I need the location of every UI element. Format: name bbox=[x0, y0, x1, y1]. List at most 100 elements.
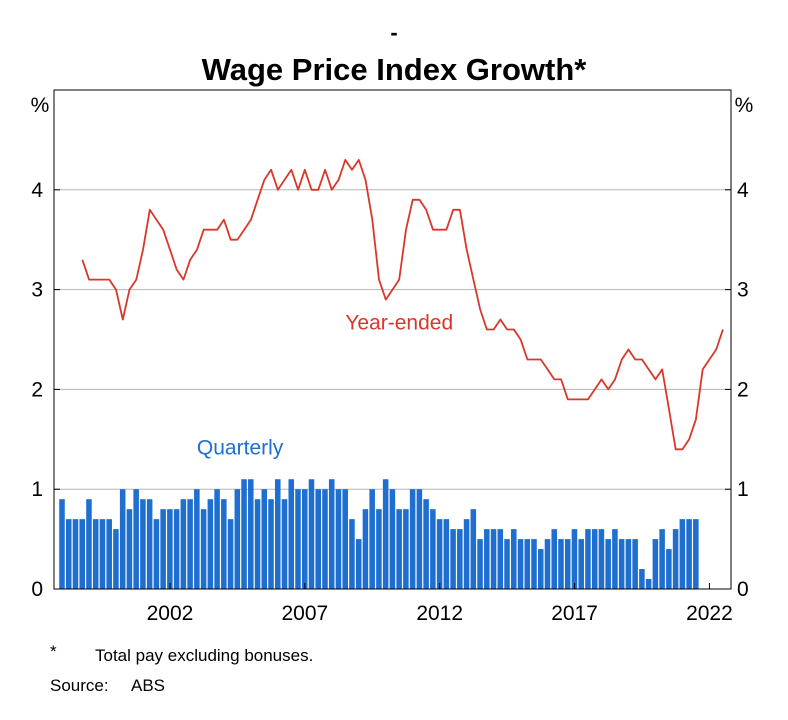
x-tick-2017: 2017 bbox=[551, 602, 598, 625]
quarterly-bar bbox=[524, 539, 531, 589]
quarterly-bar bbox=[65, 519, 72, 589]
quarterly-bar bbox=[146, 499, 153, 589]
quarterly-bar bbox=[369, 489, 375, 589]
plot-frame bbox=[53, 89, 732, 590]
quarterly-bar bbox=[241, 479, 247, 589]
quarterly-bar bbox=[625, 539, 632, 589]
gridlines bbox=[54, 189, 731, 490]
quarterly-bar bbox=[484, 529, 490, 589]
quarterly-bar bbox=[686, 519, 692, 589]
quarterly-bar bbox=[416, 489, 423, 589]
quarterly-bar bbox=[672, 529, 679, 589]
quarterly-bar bbox=[376, 509, 382, 589]
series-labels: Quarterly Year-ended bbox=[197, 312, 453, 460]
quarterly-bar bbox=[679, 519, 686, 589]
quarterly-bar bbox=[396, 509, 402, 589]
top-dash: - bbox=[390, 20, 397, 45]
quarterly-bar bbox=[261, 489, 268, 589]
quarterly-bar bbox=[106, 519, 112, 589]
quarterly-bar bbox=[362, 509, 369, 589]
quarterly-bar bbox=[113, 529, 119, 589]
quarterly-bar bbox=[652, 539, 659, 589]
source-label: Source: bbox=[50, 676, 109, 695]
quarterly-bar bbox=[423, 499, 429, 589]
quarterly-bar bbox=[632, 539, 638, 589]
quarterly-bar bbox=[248, 479, 254, 589]
quarterly-bars bbox=[59, 479, 699, 589]
quarterly-bar bbox=[517, 539, 524, 589]
quarterly-bar bbox=[167, 509, 173, 589]
y-tick-right-2: 2 bbox=[737, 378, 749, 401]
y-tick-right-0: 0 bbox=[737, 578, 749, 601]
quarterly-bar bbox=[227, 519, 234, 589]
quarterly-bar bbox=[490, 529, 497, 589]
quarterly-bar bbox=[430, 509, 436, 589]
left-unit-label: % bbox=[31, 94, 50, 117]
quarterly-bar bbox=[470, 509, 477, 589]
y-tick-left-2: 2 bbox=[31, 378, 43, 401]
y-tick-left-1: 1 bbox=[31, 478, 43, 501]
quarterly-bar bbox=[598, 529, 605, 589]
quarterly-bar bbox=[666, 549, 672, 589]
quarterly-bar bbox=[457, 529, 463, 589]
quarterly-bar bbox=[207, 499, 214, 589]
quarterly-bar bbox=[288, 479, 295, 589]
quarterly-bar bbox=[639, 569, 645, 589]
quarterly-bar bbox=[281, 499, 288, 589]
quarterly-bar bbox=[194, 489, 200, 589]
quarterly-bar bbox=[342, 489, 348, 589]
quarterly-bar bbox=[450, 529, 456, 589]
quarterly-bar bbox=[409, 489, 416, 589]
x-tick-2007: 2007 bbox=[281, 602, 328, 625]
quarterly-bar bbox=[79, 519, 85, 589]
quarterly-bar bbox=[126, 509, 133, 589]
quarterly-bar bbox=[160, 509, 166, 589]
quarterly-bar bbox=[504, 539, 510, 589]
quarterly-bar bbox=[477, 539, 483, 589]
quarterly-bar bbox=[308, 479, 315, 589]
quarterly-bar bbox=[564, 539, 571, 589]
quarterly-bar bbox=[585, 529, 591, 589]
quarterly-bar bbox=[659, 529, 665, 589]
quarterly-bar bbox=[180, 499, 187, 589]
quarterly-bar bbox=[322, 489, 328, 589]
quarterly-bar bbox=[537, 549, 544, 589]
y-tick-right-1: 1 bbox=[737, 478, 749, 501]
quarterly-bar bbox=[693, 519, 699, 589]
quarterly-bar bbox=[531, 539, 537, 589]
quarterly-bar bbox=[578, 539, 584, 589]
quarterly-bar bbox=[463, 519, 470, 589]
quarterly-bar bbox=[349, 519, 355, 589]
quarterly-bar bbox=[301, 489, 308, 589]
y-tick-right-3: 3 bbox=[737, 279, 749, 302]
year-ended-line-group bbox=[81, 158, 724, 451]
y-tick-left-0: 0 bbox=[31, 578, 43, 601]
quarterly-bar bbox=[443, 519, 450, 589]
quarterly-bar bbox=[355, 539, 362, 589]
quarterly-bar bbox=[335, 489, 342, 589]
quarterly-bar bbox=[544, 539, 551, 589]
quarterly-bar bbox=[92, 519, 99, 589]
y-tick-right-4: 4 bbox=[737, 179, 749, 202]
quarterly-bar bbox=[315, 489, 321, 589]
quarterly-bar bbox=[436, 519, 443, 589]
y-tick-left-4: 4 bbox=[31, 179, 43, 202]
quarterly-bar bbox=[382, 479, 389, 589]
quarterly-bar bbox=[214, 489, 220, 589]
quarterly-bar bbox=[618, 539, 625, 589]
quarterly-bar bbox=[234, 489, 241, 589]
quarterly-bar bbox=[140, 499, 146, 589]
quarterly-bar bbox=[254, 499, 261, 589]
chart-title: Wage Price Index Growth* bbox=[202, 52, 588, 87]
right-unit-label: % bbox=[735, 94, 754, 117]
footnote-text: Total pay excluding bonuses. bbox=[95, 646, 314, 665]
source-value: ABS bbox=[131, 676, 166, 695]
quarterly-bar bbox=[403, 509, 409, 589]
quarterly-bar bbox=[591, 529, 598, 589]
quarterly-bar bbox=[59, 499, 65, 589]
quarterly-bar bbox=[221, 499, 227, 589]
quarterly-bar bbox=[558, 539, 564, 589]
quarterly-bar bbox=[119, 489, 126, 589]
quarterly-bar bbox=[173, 509, 180, 589]
quarterly-bar bbox=[99, 519, 106, 589]
